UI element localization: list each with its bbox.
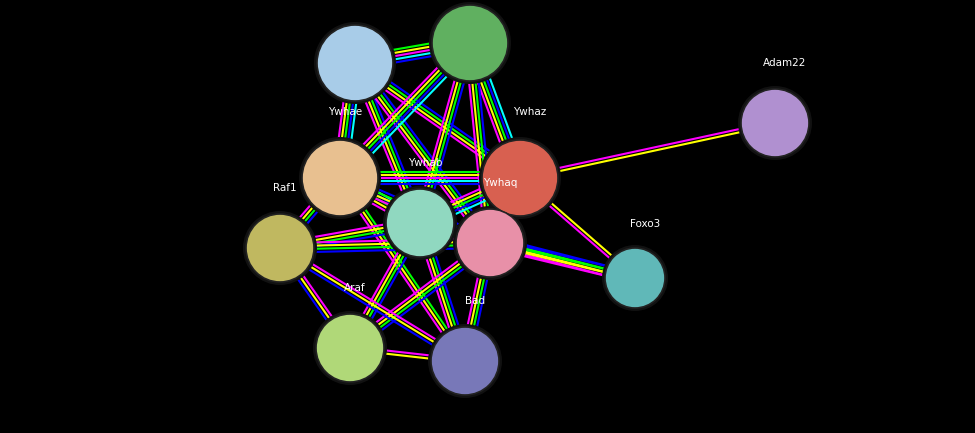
Text: Foxo3: Foxo3 — [630, 219, 660, 229]
Circle shape — [246, 214, 314, 282]
Text: Adam22: Adam22 — [763, 58, 806, 68]
Circle shape — [453, 206, 527, 280]
Text: Ywhae: Ywhae — [328, 107, 362, 117]
Circle shape — [428, 324, 502, 398]
Circle shape — [316, 314, 384, 382]
Text: Araf: Araf — [344, 283, 366, 293]
Circle shape — [314, 22, 396, 104]
Circle shape — [741, 89, 809, 157]
Text: Raf1: Raf1 — [273, 183, 296, 193]
Circle shape — [432, 5, 508, 81]
Circle shape — [313, 311, 387, 385]
Text: Ywhab: Ywhab — [408, 158, 443, 168]
Circle shape — [431, 327, 499, 395]
Circle shape — [386, 189, 454, 257]
Circle shape — [429, 2, 511, 84]
Text: Bad: Bad — [465, 296, 486, 306]
Circle shape — [605, 248, 665, 308]
Circle shape — [456, 209, 524, 277]
Circle shape — [482, 140, 558, 216]
Circle shape — [243, 211, 317, 285]
Text: Cdc25b: Cdc25b — [326, 0, 365, 2]
Circle shape — [479, 137, 561, 219]
Text: Ywhaq: Ywhaq — [483, 178, 517, 188]
Circle shape — [299, 137, 381, 219]
Circle shape — [317, 25, 393, 101]
Text: Ywhaz: Ywhaz — [514, 107, 547, 117]
Circle shape — [738, 86, 812, 160]
Circle shape — [302, 140, 378, 216]
Circle shape — [383, 186, 457, 260]
Circle shape — [602, 245, 668, 311]
